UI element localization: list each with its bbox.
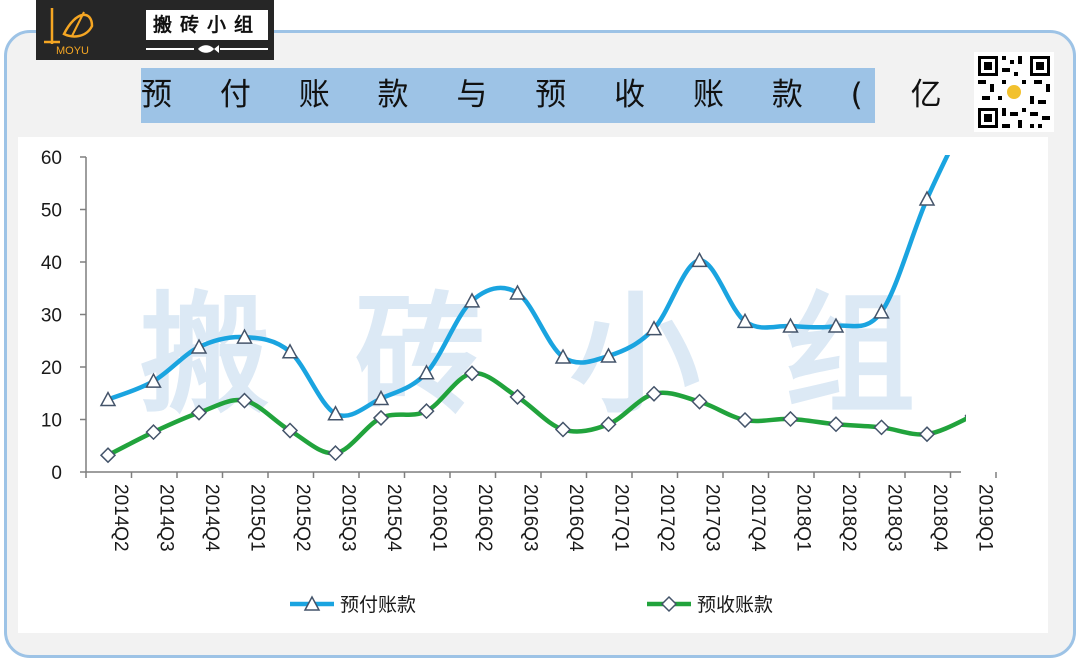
data-point (827, 416, 845, 433)
series-2 (99, 365, 966, 464)
legend-marker (660, 595, 678, 613)
x-tick-label: 2017Q3 (702, 484, 723, 552)
chart-title: 预 付 账 款 与 预 收 账 款 ( 亿 ) (141, 68, 1002, 123)
legend-label: 预收账款 (697, 594, 773, 616)
data-point (281, 422, 299, 439)
data-point (691, 393, 708, 410)
y-tick-label: 60 (41, 148, 62, 169)
x-tick-label: 2014Q4 (201, 484, 222, 552)
x-tick-label: 2014Q3 (156, 484, 177, 552)
legend-label: 预付账款 (340, 594, 416, 616)
x-tick-label: 2015Q1 (247, 484, 268, 552)
data-point (190, 338, 208, 354)
chart-axes: 0 10 20 30 40 50 60 2014Q2 2014Q3 2014Q4 2015Q1 201… (41, 148, 997, 552)
data-point (873, 419, 890, 436)
x-tick-label: 2015Q4 (383, 484, 404, 552)
qr-code-icon (974, 52, 1054, 132)
data-point (736, 312, 754, 329)
small-fish-icon (194, 43, 220, 55)
logo-small-text: MOYU (56, 45, 89, 56)
data-point (509, 388, 526, 405)
chart-legend: 预付账款 预收账款 (290, 594, 773, 616)
data-point (463, 365, 481, 382)
data-point (782, 410, 799, 428)
data-point (964, 414, 966, 418)
series-layer (99, 155, 966, 464)
y-tick-label: 10 (41, 411, 62, 432)
brand-logo: MOYU 搬砖小组 (36, 0, 274, 60)
x-tick-label: 2019Q1 (975, 484, 996, 552)
data-point (691, 251, 708, 268)
x-tick-label: 2016Q2 (474, 484, 495, 552)
data-point (372, 389, 390, 406)
data-point (463, 292, 481, 308)
data-point (918, 426, 936, 443)
data-point (372, 409, 390, 426)
data-point (327, 405, 344, 421)
x-tick-label: 2018Q3 (884, 484, 905, 552)
plot-panel (18, 137, 1048, 633)
data-point (918, 190, 936, 206)
data-point (782, 317, 799, 333)
data-point (145, 424, 162, 441)
series-1 (99, 155, 951, 421)
data-point (873, 303, 890, 319)
data-point (827, 317, 845, 333)
data-point (418, 364, 435, 380)
x-tick-label: 2016Q4 (565, 484, 586, 552)
data-point (600, 347, 617, 363)
data-point (418, 403, 435, 420)
x-tick-label: 2017Q1 (611, 484, 632, 552)
x-tick-label: 2018Q2 (838, 484, 859, 552)
x-tick-label: 2015Q2 (292, 484, 313, 552)
series-line (105, 155, 951, 418)
data-point (236, 328, 253, 344)
data-point (190, 404, 208, 421)
x-tick-label: 2015Q3 (338, 484, 359, 552)
data-point (645, 385, 663, 402)
data-point (145, 372, 162, 388)
data-point (99, 390, 117, 407)
data-point (554, 421, 572, 438)
logo-text: 搬砖小组 (146, 10, 268, 40)
watermark: 搬砖小组 (140, 279, 915, 431)
fish-logo-icon: MOYU (44, 8, 94, 56)
y-tick-label: 0 (51, 463, 62, 484)
data-point (236, 392, 253, 409)
x-tick-label: 2018Q4 (929, 484, 950, 552)
y-tick-label: 50 (41, 201, 62, 222)
x-tick-label: 2018Q1 (793, 484, 814, 552)
data-point (327, 445, 344, 462)
x-tick-label: 2016Q1 (429, 484, 450, 552)
legend-marker (303, 595, 321, 611)
watermark-char: 砖 (355, 279, 485, 431)
x-tick-label: 2017Q2 (656, 484, 677, 552)
data-point (281, 343, 299, 359)
y-tick-label: 40 (41, 253, 62, 274)
data-point (509, 284, 526, 300)
watermark-char: 组 (785, 279, 915, 431)
data-point (554, 348, 572, 364)
x-tick-label: 2016Q3 (520, 484, 541, 552)
data-point (736, 411, 754, 429)
data-point (99, 447, 117, 464)
y-tick-label: 30 (41, 306, 62, 327)
data-point (645, 320, 663, 336)
watermark-char: 搬 (140, 279, 270, 431)
y-tick-label: 20 (41, 358, 62, 379)
data-point (600, 416, 617, 433)
x-tick-label: 2017Q4 (747, 484, 768, 552)
watermark-char: 小 (570, 279, 700, 431)
x-tick-label: 2014Q2 (110, 484, 131, 552)
